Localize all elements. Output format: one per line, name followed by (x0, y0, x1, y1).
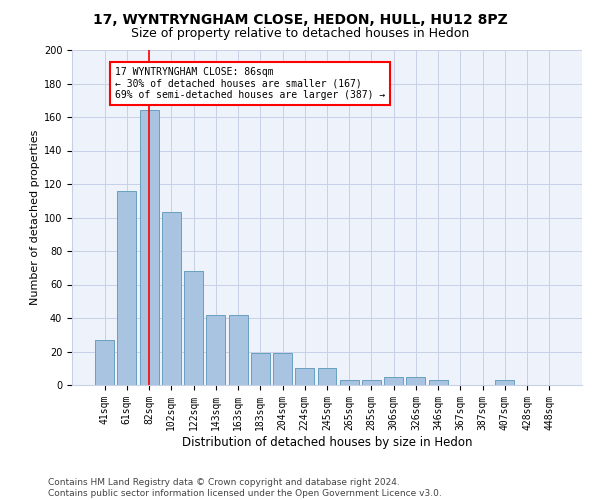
Bar (162, 212, 181, 385)
X-axis label: Distribution of detached houses by size in Hedon: Distribution of detached houses by size … (182, 436, 472, 448)
Text: 17 WYNTRYNGHAM CLOSE: 86sqm
← 30% of detached houses are smaller (167)
69% of se: 17 WYNTRYNGHAM CLOSE: 86sqm ← 30% of det… (115, 66, 385, 100)
Bar (95, 340, 114, 385)
Bar (406, 376, 425, 385)
Bar (496, 380, 514, 385)
Bar (362, 380, 381, 385)
Bar (317, 368, 337, 385)
Bar (273, 353, 292, 385)
Bar (384, 376, 403, 385)
Text: Size of property relative to detached houses in Hedon: Size of property relative to detached ho… (131, 28, 469, 40)
Bar (429, 380, 448, 385)
Bar (184, 271, 203, 385)
Bar (251, 353, 270, 385)
Bar (140, 110, 158, 385)
Y-axis label: Number of detached properties: Number of detached properties (29, 130, 40, 305)
Bar (340, 380, 359, 385)
Bar (295, 368, 314, 385)
Text: Contains HM Land Registry data © Crown copyright and database right 2024.
Contai: Contains HM Land Registry data © Crown c… (48, 478, 442, 498)
Bar (118, 190, 136, 385)
Bar (229, 314, 248, 385)
Bar (206, 314, 225, 385)
Text: 17, WYNTRYNGHAM CLOSE, HEDON, HULL, HU12 8PZ: 17, WYNTRYNGHAM CLOSE, HEDON, HULL, HU12… (92, 12, 508, 26)
